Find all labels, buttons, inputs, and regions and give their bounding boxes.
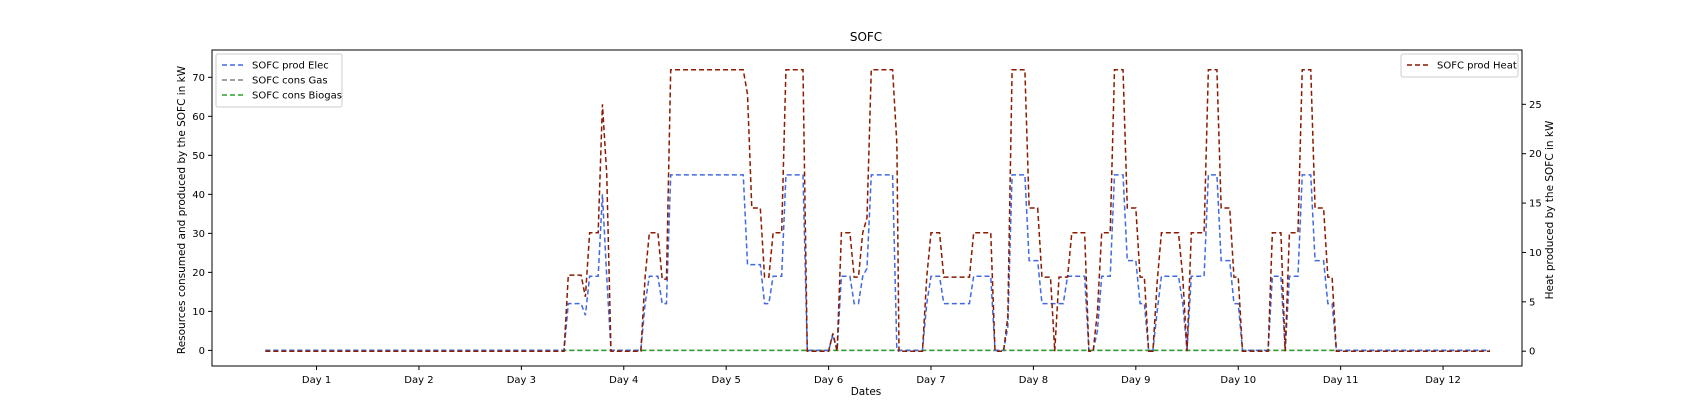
x-tick-label: Day 12 [1425,375,1461,386]
y-axis-left-label: Resources consumed and produced by the S… [176,65,188,354]
series-layer [265,69,1490,352]
x-tick-label: Day 11 [1323,375,1359,386]
legend-label: SOFC prod Elec [252,61,329,72]
x-tick-label: Day 2 [404,375,433,386]
legend-label: SOFC prod Heat [1437,61,1517,72]
legend-right: SOFC prod Heat [1400,53,1519,78]
y-axis-right-label: Heat produced by the SOFC in kW [1544,120,1556,299]
y-left-tick-label: 10 [192,307,205,318]
legend-label: SOFC cons Gas [252,76,328,87]
y-right-tick-label: 10 [1529,248,1542,259]
plot-frame [211,49,1523,367]
legend-label: SOFC cons Biogas [252,91,342,102]
y-axis-right: 0 5 10 15 20 25 [1522,100,1542,358]
x-axis: Day 1 Day 2 Day 3 Day 4 Day 5 Day 6 Day 7 Day 8… [302,366,1461,386]
x-axis-label: Dates [851,386,882,398]
y-left-tick-label: 0 [199,346,205,357]
x-tick-label: Day 1 [302,375,331,386]
x-tick-label: Day 3 [507,375,536,386]
y-right-tick-label: 5 [1529,297,1535,308]
x-tick-label: Day 7 [916,375,945,386]
series-line-sofc-prod-elec [265,174,1490,352]
y-axis-left: 0 10 20 30 40 50 60 70 [192,73,212,357]
x-tick-label: Day 10 [1220,375,1256,386]
x-tick-label: Day 9 [1121,375,1150,386]
y-left-tick-label: 20 [192,268,205,279]
x-tick-label: Day 5 [712,375,741,386]
y-left-tick-label: 70 [192,73,205,84]
y-left-tick-label: 30 [192,229,205,240]
x-tick-label: Day 8 [1019,375,1048,386]
y-left-tick-label: 60 [192,112,205,123]
legend-left: SOFC prod Elec SOFC cons Gas SOFC cons Bio… [215,53,343,108]
legend-frame [215,53,343,108]
series-line-sofc-prod-heat [265,69,1490,352]
x-tick-label: Day 4 [609,375,638,386]
y-right-tick-label: 25 [1529,100,1542,111]
y-right-tick-label: 20 [1529,149,1542,160]
y-right-tick-label: 15 [1529,199,1542,210]
y-left-tick-label: 50 [192,151,205,162]
legend-frame [1400,53,1519,78]
y-right-tick-label: 0 [1529,347,1535,358]
y-left-tick-label: 40 [192,190,205,201]
x-tick-label: Day 6 [814,375,843,386]
chart-title: SOFC [850,30,882,44]
